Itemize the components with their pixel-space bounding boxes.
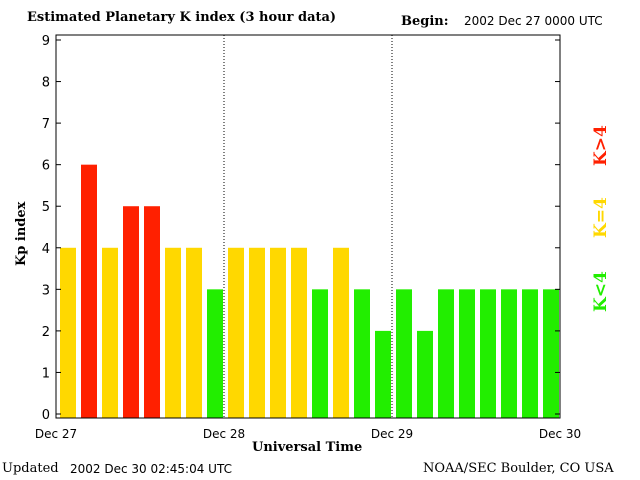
- bar: [165, 247, 181, 418]
- y-tick-label: 7: [42, 117, 50, 132]
- source-label: NOAA/SEC Boulder, CO USA: [423, 461, 614, 476]
- bar: [270, 247, 286, 418]
- legend-k-less-4: K<4: [591, 271, 611, 312]
- bar: [354, 289, 370, 418]
- bar: [501, 289, 517, 418]
- legend-k-equal-4: K=4: [591, 197, 611, 238]
- y-tick-label: 4: [42, 242, 50, 257]
- x-tick-label: Dec 29: [371, 427, 413, 441]
- bar: [102, 247, 118, 418]
- bar: [291, 247, 307, 418]
- bar: [375, 330, 391, 418]
- y-axis-label: Kp index: [14, 201, 29, 266]
- x-tick-label: Dec 30: [539, 427, 581, 441]
- bar: [81, 164, 97, 418]
- begin-value: 2002 Dec 27 0000 UTC: [464, 14, 603, 28]
- x-tick-label: Dec 27: [35, 427, 77, 441]
- chart-title: Estimated Planetary K index (3 hour data…: [27, 10, 337, 25]
- updated-value: 2002 Dec 30 02:45:04 UTC: [70, 462, 232, 476]
- y-tick-label: 1: [42, 366, 50, 381]
- bar: [144, 206, 160, 418]
- bar: [249, 247, 265, 418]
- bar: [333, 247, 349, 418]
- bar: [417, 330, 433, 418]
- y-tick-label: 0: [42, 408, 50, 423]
- bar: [186, 247, 202, 418]
- x-axis-label: Universal Time: [252, 440, 363, 455]
- bar: [312, 289, 328, 418]
- updated-label: Updated: [2, 461, 59, 476]
- y-tick-label: 3: [42, 283, 50, 298]
- y-tick-label: 8: [42, 76, 50, 91]
- x-tick-label: Dec 28: [203, 427, 245, 441]
- y-tick-label: 2: [42, 325, 50, 340]
- legend-k-greater-4: K>4: [591, 125, 611, 166]
- bar: [438, 289, 454, 418]
- bar: [522, 289, 538, 418]
- bar: [123, 206, 139, 418]
- plot-frame: [55, 34, 561, 419]
- bar: [459, 289, 475, 418]
- bar: [480, 289, 496, 418]
- bar: [60, 247, 76, 418]
- bar: [396, 289, 412, 418]
- bar: [207, 289, 223, 418]
- bar: [543, 289, 559, 418]
- begin-label: Begin:: [401, 14, 449, 29]
- bar: [228, 247, 244, 418]
- y-tick-label: 9: [42, 34, 50, 49]
- y-tick-label: 6: [42, 159, 50, 174]
- y-tick-label: 5: [42, 200, 50, 215]
